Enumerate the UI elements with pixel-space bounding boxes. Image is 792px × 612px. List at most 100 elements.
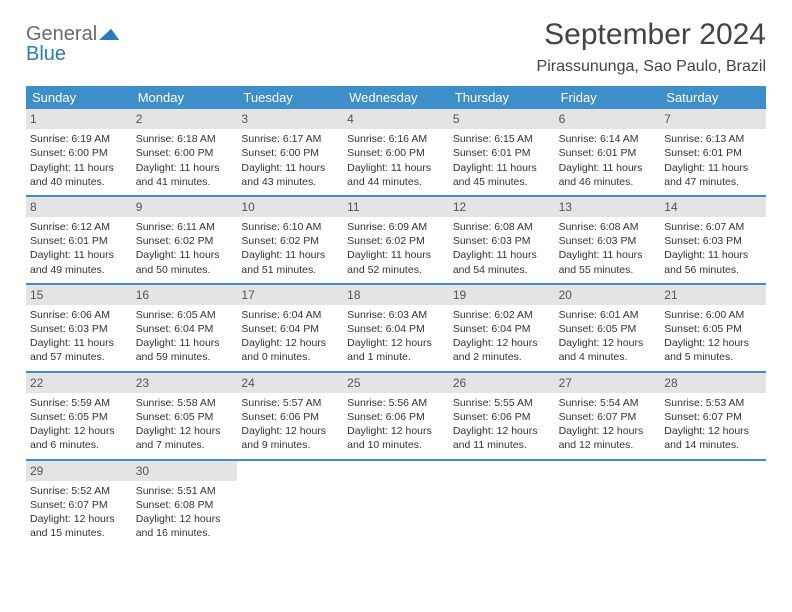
day-number: 8 [26,197,132,217]
day-number: 25 [343,373,449,393]
day-number: 17 [237,285,343,305]
day-cell: 19Sunrise: 6:02 AMSunset: 6:04 PMDayligh… [449,285,555,371]
title-block: September 2024 Pirassununga, Sao Paulo, … [537,18,766,76]
day-number: 26 [449,373,555,393]
day-cell: 13Sunrise: 6:08 AMSunset: 6:03 PMDayligh… [555,197,661,283]
day-cell: 25Sunrise: 5:56 AMSunset: 6:06 PMDayligh… [343,373,449,459]
day-number: 2 [132,109,238,129]
page-title: September 2024 [537,18,766,52]
sunset-line: Sunset: 6:03 PM [559,234,657,248]
day-number: 21 [660,285,766,305]
day-cell: 5Sunrise: 6:15 AMSunset: 6:01 PMDaylight… [449,109,555,195]
sunrise-line: Sunrise: 6:12 AM [30,220,128,234]
sunrise-line: Sunrise: 6:15 AM [453,132,551,146]
day-cell: 23Sunrise: 5:58 AMSunset: 6:05 PMDayligh… [132,373,238,459]
sunset-line: Sunset: 6:01 PM [30,234,128,248]
day-cell: 18Sunrise: 6:03 AMSunset: 6:04 PMDayligh… [343,285,449,371]
daylight-line: Daylight: 11 hours and 44 minutes. [347,161,445,189]
daylight-line: Daylight: 11 hours and 50 minutes. [136,248,234,276]
sunset-line: Sunset: 6:06 PM [241,410,339,424]
day-cell-empty [555,461,661,547]
sunrise-line: Sunrise: 6:14 AM [559,132,657,146]
day-cell: 22Sunrise: 5:59 AMSunset: 6:05 PMDayligh… [26,373,132,459]
day-cell: 17Sunrise: 6:04 AMSunset: 6:04 PMDayligh… [237,285,343,371]
daylight-line: Daylight: 11 hours and 49 minutes. [30,248,128,276]
sunrise-line: Sunrise: 5:52 AM [30,484,128,498]
day-cell-empty [660,461,766,547]
daylight-line: Daylight: 11 hours and 46 minutes. [559,161,657,189]
day-cell: 1Sunrise: 6:19 AMSunset: 6:00 PMDaylight… [26,109,132,195]
daylight-line: Daylight: 12 hours and 10 minutes. [347,424,445,452]
sunset-line: Sunset: 6:08 PM [136,498,234,512]
daylight-line: Daylight: 12 hours and 12 minutes. [559,424,657,452]
location-text: Pirassununga, Sao Paulo, Brazil [537,58,766,76]
daylight-line: Daylight: 11 hours and 43 minutes. [241,161,339,189]
sunrise-line: Sunrise: 6:11 AM [136,220,234,234]
day-number: 19 [449,285,555,305]
day-cell: 15Sunrise: 6:06 AMSunset: 6:03 PMDayligh… [26,285,132,371]
day-number: 9 [132,197,238,217]
day-number: 12 [449,197,555,217]
day-cell: 14Sunrise: 6:07 AMSunset: 6:03 PMDayligh… [660,197,766,283]
daylight-line: Daylight: 12 hours and 14 minutes. [664,424,762,452]
weeks-container: 1Sunrise: 6:19 AMSunset: 6:00 PMDaylight… [26,109,766,546]
sunset-line: Sunset: 6:07 PM [559,410,657,424]
sunset-line: Sunset: 6:06 PM [347,410,445,424]
daylight-line: Daylight: 12 hours and 7 minutes. [136,424,234,452]
sunset-line: Sunset: 6:07 PM [664,410,762,424]
day-number: 29 [26,461,132,481]
daylight-line: Daylight: 12 hours and 1 minute. [347,336,445,364]
sunset-line: Sunset: 6:00 PM [241,146,339,160]
day-cell: 30Sunrise: 5:51 AMSunset: 6:08 PMDayligh… [132,461,238,547]
sunrise-line: Sunrise: 6:09 AM [347,220,445,234]
logo-word-1: General [26,23,97,45]
day-number: 10 [237,197,343,217]
daylight-line: Daylight: 12 hours and 2 minutes. [453,336,551,364]
daylight-line: Daylight: 12 hours and 11 minutes. [453,424,551,452]
sunset-line: Sunset: 6:05 PM [30,410,128,424]
day-cell: 10Sunrise: 6:10 AMSunset: 6:02 PMDayligh… [237,197,343,283]
day-cell-empty [237,461,343,547]
day-number: 5 [449,109,555,129]
sunrise-line: Sunrise: 6:13 AM [664,132,762,146]
daylight-line: Daylight: 12 hours and 16 minutes. [136,512,234,540]
calendar-week: 29Sunrise: 5:52 AMSunset: 6:07 PMDayligh… [26,461,766,547]
sunrise-line: Sunrise: 6:18 AM [136,132,234,146]
logo-word-2: Blue [26,43,66,65]
daylight-line: Daylight: 11 hours and 45 minutes. [453,161,551,189]
day-number: 20 [555,285,661,305]
calendar: SundayMondayTuesdayWednesdayThursdayFrid… [26,86,766,546]
daylight-line: Daylight: 11 hours and 55 minutes. [559,248,657,276]
sunrise-line: Sunrise: 6:07 AM [664,220,762,234]
weekday-header: Wednesday [343,86,449,109]
sunset-line: Sunset: 6:06 PM [453,410,551,424]
sunset-line: Sunset: 6:03 PM [30,322,128,336]
weekday-header: Sunday [26,86,132,109]
day-number: 28 [660,373,766,393]
day-number: 4 [343,109,449,129]
day-number: 23 [132,373,238,393]
weekday-header: Thursday [449,86,555,109]
sunrise-line: Sunrise: 5:57 AM [241,396,339,410]
sunset-line: Sunset: 6:04 PM [453,322,551,336]
daylight-line: Daylight: 12 hours and 5 minutes. [664,336,762,364]
daylight-line: Daylight: 12 hours and 0 minutes. [241,336,339,364]
weekday-header: Saturday [660,86,766,109]
logo-triangle-icon [99,26,119,40]
daylight-line: Daylight: 11 hours and 52 minutes. [347,248,445,276]
sunrise-line: Sunrise: 5:53 AM [664,396,762,410]
weekday-header: Monday [132,86,238,109]
day-cell: 3Sunrise: 6:17 AMSunset: 6:00 PMDaylight… [237,109,343,195]
day-cell: 26Sunrise: 5:55 AMSunset: 6:06 PMDayligh… [449,373,555,459]
sunrise-line: Sunrise: 5:54 AM [559,396,657,410]
sunset-line: Sunset: 6:03 PM [664,234,762,248]
day-cell: 6Sunrise: 6:14 AMSunset: 6:01 PMDaylight… [555,109,661,195]
day-cell: 11Sunrise: 6:09 AMSunset: 6:02 PMDayligh… [343,197,449,283]
daylight-line: Daylight: 11 hours and 59 minutes. [136,336,234,364]
day-number: 24 [237,373,343,393]
daylight-line: Daylight: 11 hours and 51 minutes. [241,248,339,276]
day-cell: 12Sunrise: 6:08 AMSunset: 6:03 PMDayligh… [449,197,555,283]
daylight-line: Daylight: 11 hours and 56 minutes. [664,248,762,276]
day-number: 22 [26,373,132,393]
daylight-line: Daylight: 11 hours and 40 minutes. [30,161,128,189]
